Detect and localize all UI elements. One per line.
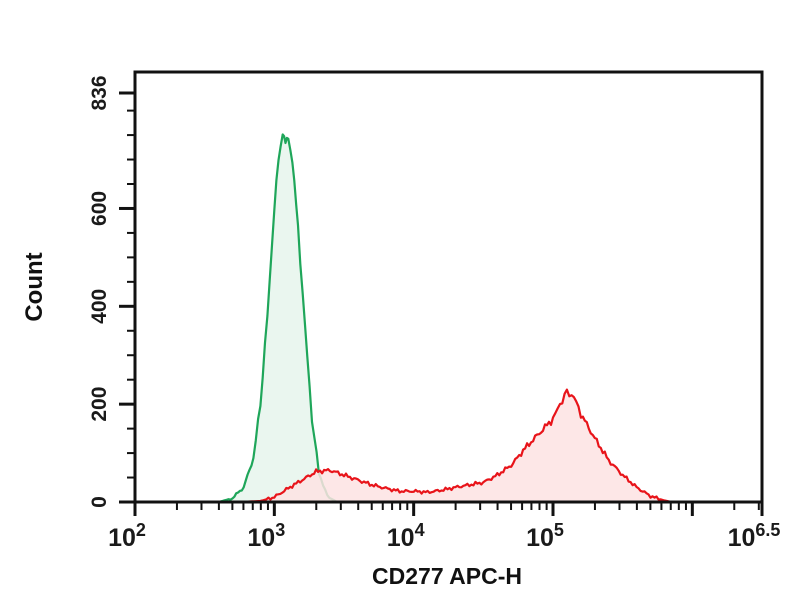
x-tick-label: 102 <box>108 520 146 552</box>
y-tick-label: 200 <box>88 387 111 422</box>
y-axis: 0 200 400 600 836 <box>88 75 135 508</box>
plot-series <box>218 133 672 504</box>
y-tick-label: 0 <box>88 496 111 508</box>
y-tick-label: 400 <box>88 289 111 324</box>
x-tick-label: 105 <box>526 520 564 552</box>
series-fill-1 <box>239 389 672 502</box>
x-axis-title: CD277 APC-H <box>372 563 522 589</box>
plot-frame <box>133 70 764 504</box>
series-line-1 <box>239 388 672 504</box>
y-tick-label: 600 <box>88 191 111 226</box>
x-tick-label: 103 <box>247 520 285 552</box>
x-tick-label: 104 <box>387 520 425 552</box>
x-axis: 102 103 104 105 106.5 <box>108 502 780 552</box>
y-axis-title: Count <box>21 252 48 321</box>
series-line-0 <box>218 133 338 504</box>
series-fill-0 <box>218 134 337 502</box>
x-tick-label: 106.5 <box>728 520 781 552</box>
y-tick-label: 836 <box>88 75 111 110</box>
